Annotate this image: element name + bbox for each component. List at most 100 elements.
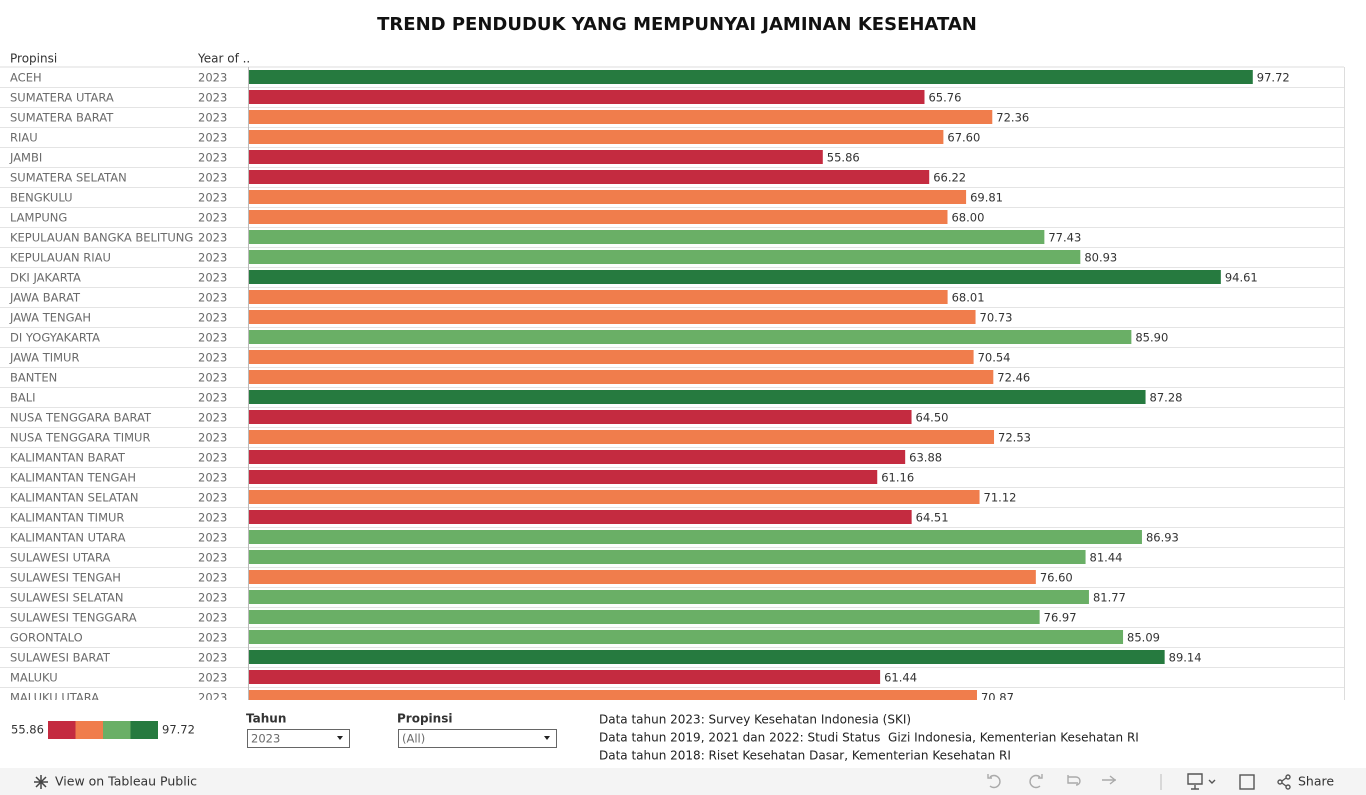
value-label: 64.50	[916, 411, 949, 425]
year-label: 2023	[198, 411, 227, 425]
dropdown-arrow	[544, 736, 550, 740]
bar	[249, 370, 994, 384]
revert-button[interactable]	[1067, 775, 1081, 786]
value-label: 86.93	[1146, 531, 1179, 545]
fullscreen-button[interactable]	[1239, 774, 1255, 790]
filter-dropdown[interactable]	[247, 729, 350, 748]
year-label: 2023	[198, 511, 227, 525]
row-label: SULAWESI TENGGARA	[10, 611, 137, 625]
year-label: 2023	[198, 551, 227, 565]
tableau-icon	[34, 775, 48, 789]
row-label: KALIMANTAN UTARA	[10, 531, 126, 545]
year-label: 2023	[198, 351, 227, 365]
value-label: 81.44	[1090, 551, 1123, 565]
row-label: ACEH	[10, 71, 42, 85]
value-label: 71.12	[984, 491, 1017, 505]
year-label: 2023	[198, 151, 227, 165]
row-label: KEPULAUAN RIAU	[10, 251, 111, 265]
legend-max: 97.72	[162, 723, 195, 737]
row-label: DI YOGYAKARTA	[10, 331, 100, 345]
bar	[249, 410, 912, 424]
notes: Data tahun 2023: Survey Kesehatan Indone…	[599, 713, 1139, 763]
row-label: GORONTALO	[10, 631, 83, 645]
column-header: Year of ..	[197, 52, 250, 66]
bar	[249, 330, 1132, 344]
year-label: 2023	[198, 131, 227, 145]
legend-swatch	[130, 721, 158, 739]
year-label: 2023	[198, 591, 227, 605]
row-label: NUSA TENGGARA TIMUR	[10, 431, 150, 445]
year-label: 2023	[198, 391, 227, 405]
chart-title: TREND PENDUDUK YANG MEMPUNYAI JAMINAN KE…	[377, 14, 977, 35]
filter-value: 2023	[251, 732, 280, 746]
value-label: 94.61	[1225, 271, 1258, 285]
bar	[249, 290, 948, 304]
year-label: 2023	[198, 611, 227, 625]
year-label: 2023	[198, 291, 227, 305]
download-button[interactable]	[1187, 773, 1203, 790]
filter-label: Tahun	[246, 712, 286, 726]
value-label: 76.60	[1040, 571, 1073, 585]
refresh-button[interactable]	[1102, 775, 1117, 785]
bar	[249, 170, 930, 184]
bar	[249, 650, 1165, 664]
dropdown-arrow	[337, 736, 343, 740]
year-label: 2023	[198, 491, 227, 505]
bar	[249, 610, 1040, 624]
row-label: SUMATERA UTARA	[10, 91, 114, 105]
bar	[249, 430, 995, 444]
bar	[249, 130, 944, 144]
year-label: 2023	[198, 451, 227, 465]
row-label: MALUKU	[10, 671, 58, 685]
value-label: 87.28	[1150, 391, 1183, 405]
color-legend: 55.86 97.72	[11, 721, 195, 739]
row-label: SUMATERA SELATAN	[10, 171, 127, 185]
bar	[249, 110, 993, 124]
row-label: BANTEN	[10, 371, 57, 385]
redo-button[interactable]	[1029, 774, 1043, 789]
share-button[interactable]: Share	[1298, 774, 1334, 789]
bar	[249, 90, 925, 104]
row-label: RIAU	[10, 131, 38, 145]
value-label: 66.22	[933, 171, 966, 185]
value-label: 80.93	[1084, 251, 1117, 265]
bar	[249, 250, 1081, 264]
legend-min: 55.86	[11, 723, 44, 737]
row-label: LAMPUNG	[10, 211, 67, 225]
year-label: 2023	[198, 311, 227, 325]
row-label: JAWA TENGAH	[9, 311, 91, 325]
value-label: 67.60	[947, 131, 980, 145]
row-label: BALI	[10, 391, 36, 405]
value-label: 70.54	[978, 351, 1011, 365]
year-label: 2023	[198, 231, 227, 245]
filter-dropdown[interactable]	[398, 729, 557, 748]
year-label: 2023	[198, 651, 227, 665]
year-label: 2023	[198, 631, 227, 645]
filters: Tahun 2023 Propinsi (All)	[246, 712, 557, 748]
value-label: 68.00	[951, 211, 984, 225]
row-label: BENGKULU	[10, 191, 73, 205]
year-label: 2023	[198, 531, 227, 545]
year-label: 2023	[198, 191, 227, 205]
bar	[249, 390, 1146, 404]
bar	[249, 150, 823, 164]
bar	[249, 550, 1086, 564]
note: Data tahun 2019, 2021 dan 2022: Studi St…	[599, 731, 1139, 745]
row-label: KALIMANTAN TIMUR	[10, 511, 124, 525]
year-label: 2023	[198, 331, 227, 345]
value-label: 70.87	[981, 691, 1014, 705]
undo-button[interactable]	[987, 774, 1001, 789]
row-label: KEPULAUAN BANGKA BELITUNG	[10, 231, 193, 245]
year-label: 2023	[198, 691, 227, 705]
bar	[249, 210, 948, 224]
row-label: KALIMANTAN BARAT	[10, 451, 126, 465]
bar	[249, 490, 980, 504]
rows: ACEH 2023 97.72 SUMATERA UTARA 2023 65.76 SUMA…	[0, 70, 1344, 705]
row-label: KALIMANTAN SELATAN	[10, 491, 138, 505]
filter-value: (All)	[402, 732, 425, 746]
row-label: JAMBI	[9, 151, 42, 165]
row-label: DKI JAKARTA	[10, 271, 81, 285]
view-link[interactable]: View on Tableau Public	[55, 774, 197, 789]
bar	[249, 530, 1142, 544]
